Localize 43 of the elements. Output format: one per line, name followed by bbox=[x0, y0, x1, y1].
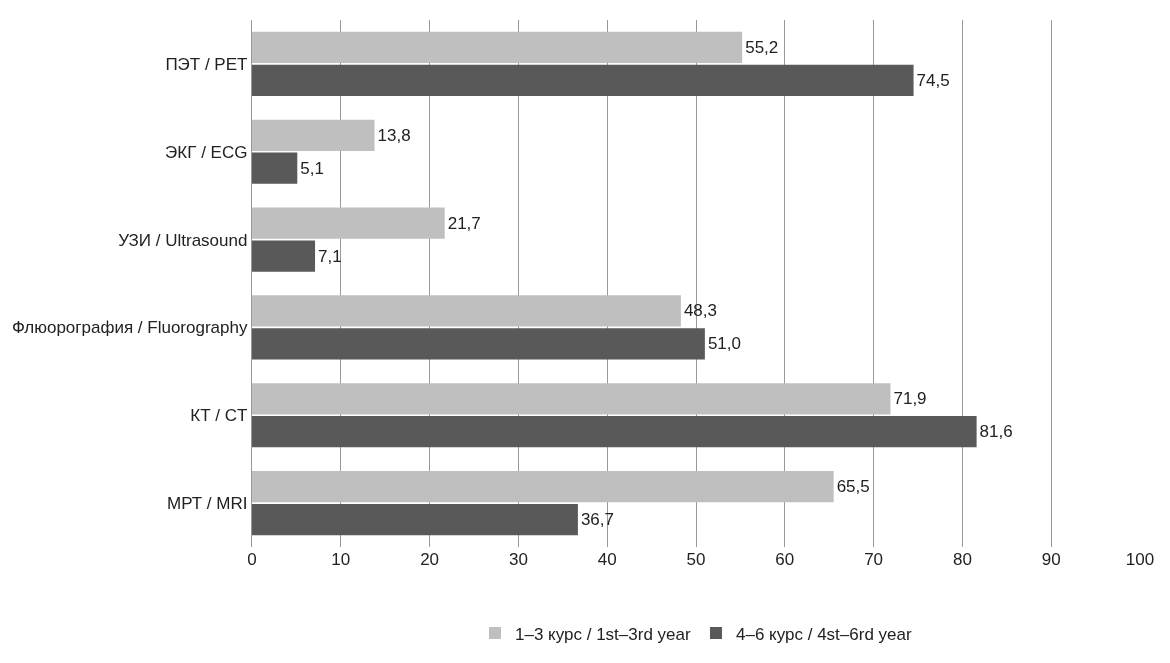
data-label: 71,9 bbox=[893, 389, 927, 409]
x-tick-label: 80 bbox=[952, 550, 972, 569]
bar bbox=[252, 295, 681, 327]
data-label: 5,1 bbox=[300, 158, 324, 178]
bar bbox=[252, 64, 914, 97]
x-tick-label: 30 bbox=[508, 550, 528, 569]
bar bbox=[252, 416, 977, 448]
data-label: 51,0 bbox=[707, 334, 741, 354]
data-label: 13,8 bbox=[377, 125, 411, 145]
data-label: 81,6 bbox=[979, 422, 1013, 442]
x-tick-label: 0 bbox=[247, 550, 257, 569]
y-tick-label: Флюорография / Fluorography bbox=[11, 318, 248, 338]
data-label: 36,7 bbox=[580, 510, 614, 530]
y-tick-label: МРТ / MRI bbox=[167, 494, 248, 514]
bar bbox=[252, 328, 705, 360]
y-tick-label: КТ / CT bbox=[190, 406, 248, 426]
y-tick-label: УЗИ / Ultrasound bbox=[118, 230, 248, 250]
x-tick-label: 60 bbox=[775, 550, 795, 569]
bar bbox=[252, 31, 743, 64]
bar bbox=[252, 503, 578, 536]
bar bbox=[252, 383, 891, 415]
legend-label: 1–3 курс / 1st–3rd year bbox=[515, 624, 691, 644]
bar bbox=[252, 240, 316, 272]
x-tick-label: 10 bbox=[331, 550, 351, 569]
legend-label: 4–6 курс / 4st–6rd year bbox=[735, 624, 912, 644]
data-label: 48,3 bbox=[683, 301, 717, 321]
y-tick-label: ПЭТ / PET bbox=[165, 54, 248, 74]
data-label: 7,1 bbox=[318, 246, 342, 266]
bar bbox=[252, 207, 445, 239]
x-tick-label: 100 bbox=[1125, 550, 1155, 569]
x-tick-label: 20 bbox=[420, 550, 440, 569]
bar bbox=[252, 470, 834, 503]
x-tick-label: 70 bbox=[864, 550, 884, 569]
data-label: 74,5 bbox=[916, 70, 950, 90]
x-tick-label: 40 bbox=[597, 550, 617, 569]
bar bbox=[252, 152, 298, 184]
data-label: 55,2 bbox=[745, 37, 779, 57]
y-tick-label: ЭКГ / ECG bbox=[165, 142, 248, 162]
bar bbox=[252, 119, 375, 151]
x-tick-label: 90 bbox=[1041, 550, 1061, 569]
x-tick-label: 50 bbox=[686, 550, 706, 569]
data-label: 21,7 bbox=[447, 213, 481, 233]
data-label: 65,5 bbox=[836, 477, 870, 497]
